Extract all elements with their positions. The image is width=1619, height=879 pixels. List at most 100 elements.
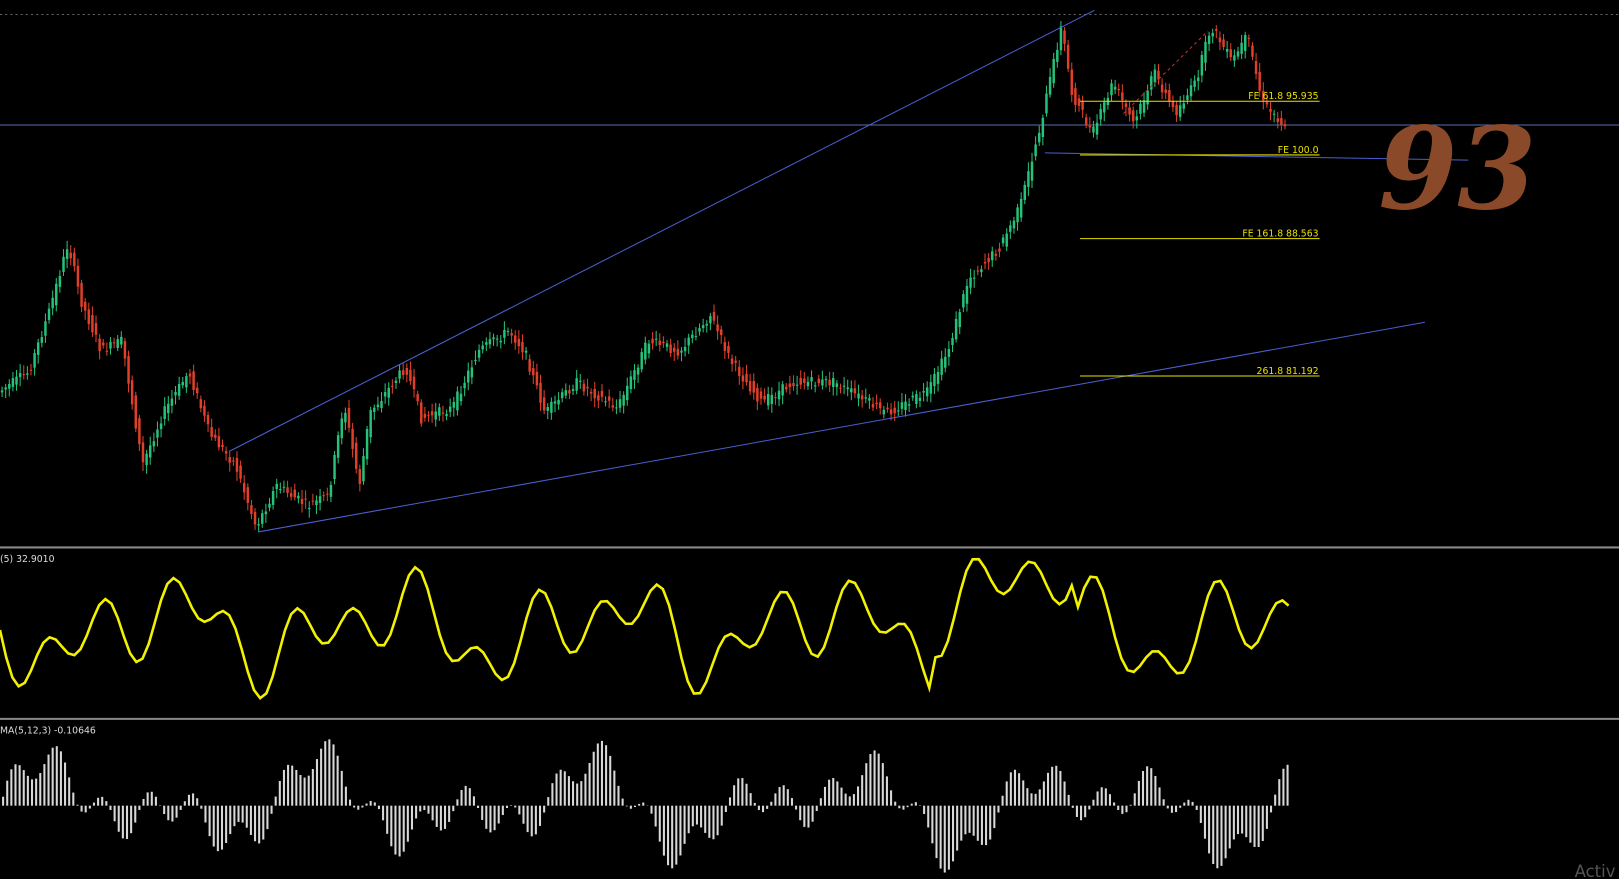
candle-body xyxy=(1150,76,1153,90)
histogram-bar xyxy=(64,762,67,806)
histogram-bar xyxy=(1129,804,1132,806)
candle-body xyxy=(513,335,517,343)
histogram-bar xyxy=(877,753,880,806)
candle-body xyxy=(1103,102,1106,113)
candle-body xyxy=(741,375,745,382)
histogram-bar xyxy=(576,783,579,806)
histogram-bar xyxy=(26,775,29,806)
candle-body xyxy=(1247,37,1251,39)
candle-body xyxy=(1009,225,1012,232)
candle-body xyxy=(293,489,297,498)
candle-body xyxy=(560,392,564,399)
histogram-bar xyxy=(113,805,116,822)
candle-body xyxy=(1059,26,1063,51)
histogram-bar xyxy=(320,748,323,806)
histogram-bar xyxy=(245,805,248,828)
candle-body xyxy=(1211,32,1214,37)
histogram-bar xyxy=(910,803,913,806)
histogram-bar xyxy=(443,805,447,829)
candle-body xyxy=(954,318,958,340)
histogram-bar xyxy=(138,805,141,810)
histogram-bar xyxy=(1286,764,1289,806)
fe-baseline xyxy=(1044,152,1469,161)
histogram-bar xyxy=(105,801,108,806)
candle-body xyxy=(575,378,578,391)
histogram-bar xyxy=(1245,805,1248,838)
candle-body xyxy=(1269,108,1272,112)
histogram-bar xyxy=(336,755,339,806)
candle-body xyxy=(860,395,864,400)
candle-body xyxy=(799,377,802,385)
candle-body xyxy=(141,442,145,463)
candle-body xyxy=(1153,69,1157,83)
histogram-bar xyxy=(712,805,715,840)
histogram-bar xyxy=(716,805,719,836)
fib-label: FE 161.8 88.563 xyxy=(1242,229,1318,240)
histogram-bar xyxy=(1059,770,1062,806)
candle-body xyxy=(976,270,980,272)
histogram-bar xyxy=(737,778,740,806)
candle-body xyxy=(947,349,951,357)
histogram-bar xyxy=(1117,805,1120,811)
candle-body xyxy=(803,378,806,384)
candle-body xyxy=(250,505,253,514)
candle-body xyxy=(980,269,983,273)
histogram-bar xyxy=(43,764,46,806)
histogram-bar xyxy=(39,773,42,806)
candle-body xyxy=(1037,132,1041,143)
histogram-bar xyxy=(291,765,294,806)
candle-body xyxy=(148,445,152,458)
candle-body xyxy=(62,256,65,272)
candle-body xyxy=(770,394,774,404)
histogram-bar xyxy=(1170,805,1173,813)
candle-body xyxy=(441,412,445,414)
candle-body xyxy=(44,321,47,336)
candle-body xyxy=(1081,101,1084,110)
candle-body xyxy=(842,385,846,387)
candle-body xyxy=(224,451,228,454)
candle-body xyxy=(394,380,398,384)
candle-body xyxy=(192,371,195,391)
candle-body xyxy=(893,407,896,414)
histogram-bar xyxy=(1100,787,1103,806)
candle-body xyxy=(629,376,633,390)
candle-body xyxy=(416,394,419,402)
histogram-bar xyxy=(543,805,546,813)
candle-body xyxy=(719,329,723,335)
histogram-bar xyxy=(1249,805,1252,843)
candle-body xyxy=(242,483,246,493)
candle-body xyxy=(951,338,954,346)
candle-body xyxy=(232,460,235,462)
histogram-bar xyxy=(580,781,583,806)
candle-body xyxy=(676,349,680,356)
candle-body xyxy=(1135,116,1139,121)
histogram-bar xyxy=(1088,805,1091,810)
candle-body xyxy=(322,495,325,497)
candle-body xyxy=(532,368,535,376)
candle-body xyxy=(636,367,640,375)
candle-body xyxy=(174,391,177,396)
histogram-bar xyxy=(774,793,777,806)
histogram-bar xyxy=(803,805,806,827)
histogram-bar xyxy=(196,798,199,806)
candle-body xyxy=(665,343,669,347)
candle-body xyxy=(26,373,29,375)
candle-body xyxy=(152,441,156,447)
histogram-bar xyxy=(398,805,401,857)
candle-body xyxy=(1048,76,1052,95)
candle-body xyxy=(1175,104,1178,116)
histogram-bar xyxy=(1108,794,1111,806)
candle-body xyxy=(564,390,568,396)
histogram-bar xyxy=(183,801,186,806)
candle-body xyxy=(145,453,148,466)
histogram-bar xyxy=(1179,805,1182,808)
histogram-bar xyxy=(943,805,946,873)
candle-body xyxy=(347,407,351,428)
histogram-bar xyxy=(757,805,760,810)
candle-body xyxy=(492,337,495,340)
watermark: Activ xyxy=(1575,862,1616,879)
candle-body xyxy=(430,411,434,416)
candle-body xyxy=(1092,126,1095,133)
candle-body xyxy=(759,391,763,399)
histogram-bar xyxy=(121,805,124,839)
